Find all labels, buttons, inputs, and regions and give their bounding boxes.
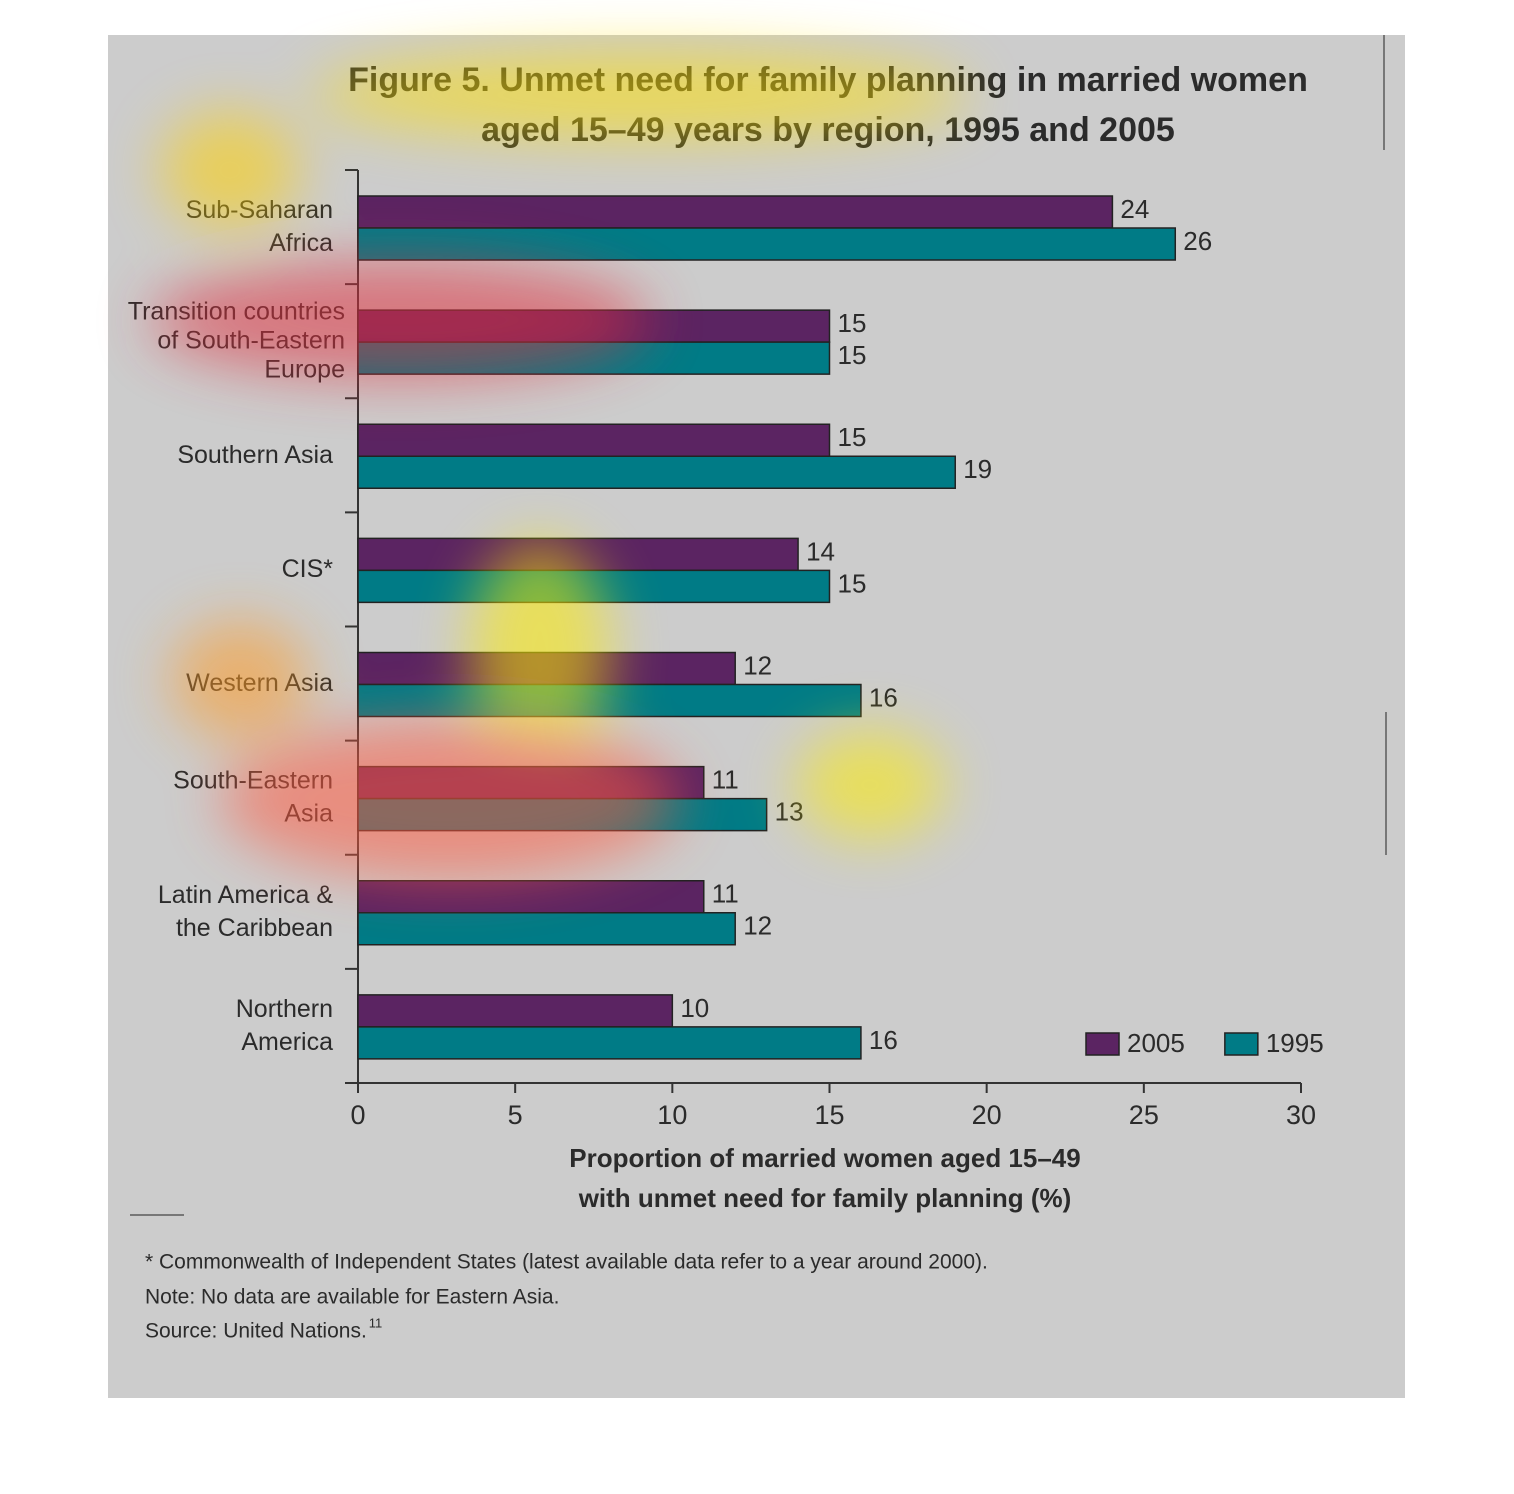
heatmap [150, 50, 970, 880]
value-label: 11 [712, 879, 739, 909]
category-label: Southern Asia [177, 441, 333, 469]
value-label: 24 [1120, 194, 1149, 224]
category-label: Latin America & [158, 881, 333, 909]
bar [357, 880, 705, 914]
x-tick-label: 0 [350, 1100, 365, 1130]
value-label: 10 [680, 993, 709, 1023]
bar [357, 423, 831, 457]
bar [357, 195, 1114, 229]
bar [357, 912, 736, 946]
value-label: 14 [806, 536, 835, 566]
x-tick-label: 25 [1129, 1100, 1159, 1130]
value-label: 15 [838, 340, 867, 370]
x-tick-label: 30 [1286, 1100, 1316, 1130]
value-label: 19 [963, 454, 992, 484]
footnote: Note: No data are available for Eastern … [145, 1286, 559, 1309]
heatmap-blob [160, 110, 300, 230]
heatmap-blob [220, 720, 680, 880]
value-label: 12 [743, 911, 772, 941]
bar [357, 994, 674, 1028]
source-ref: 11 [369, 1315, 383, 1330]
heatmap-blob [470, 540, 610, 760]
heatmap-blob [795, 730, 945, 840]
heatmap-blob [310, 50, 970, 140]
x-tick-label: 10 [657, 1100, 687, 1130]
x-axis-label: with unmet need for family planning (%) [578, 1183, 1072, 1213]
value-label: 26 [1183, 226, 1212, 256]
category-label: Northern [236, 995, 333, 1023]
footnote: * Commonwealth of Independent States (la… [145, 1251, 988, 1274]
x-axis-label: Proportion of married women aged 15–49 [569, 1143, 1080, 1173]
heatmap-blob [150, 260, 650, 380]
x-tick-label: 5 [508, 1100, 523, 1130]
value-label: 16 [869, 1025, 898, 1055]
bar [357, 227, 1177, 261]
value-label: 16 [869, 682, 898, 712]
heatmap-blob [170, 620, 310, 740]
legend-swatch [1224, 1032, 1259, 1056]
x-tick-label: 20 [972, 1100, 1002, 1130]
category-label: the Caribbean [176, 914, 333, 942]
legend-label: 2005 [1127, 1028, 1185, 1058]
value-label: 15 [838, 568, 867, 598]
value-label: 15 [838, 308, 867, 338]
category-label: CIS* [282, 555, 334, 583]
source: Source: United Nations. [145, 1320, 367, 1343]
bar [357, 455, 956, 489]
category-label: America [241, 1028, 333, 1056]
value-label: 11 [712, 765, 739, 795]
bar [357, 683, 862, 718]
value-label: 15 [838, 422, 867, 452]
x-tick-label: 15 [814, 1100, 844, 1130]
category-label: Africa [269, 229, 333, 257]
legend-swatch [1085, 1032, 1120, 1056]
legend-label: 1995 [1266, 1028, 1324, 1058]
value-label: 12 [743, 650, 772, 680]
bar [357, 1026, 862, 1060]
